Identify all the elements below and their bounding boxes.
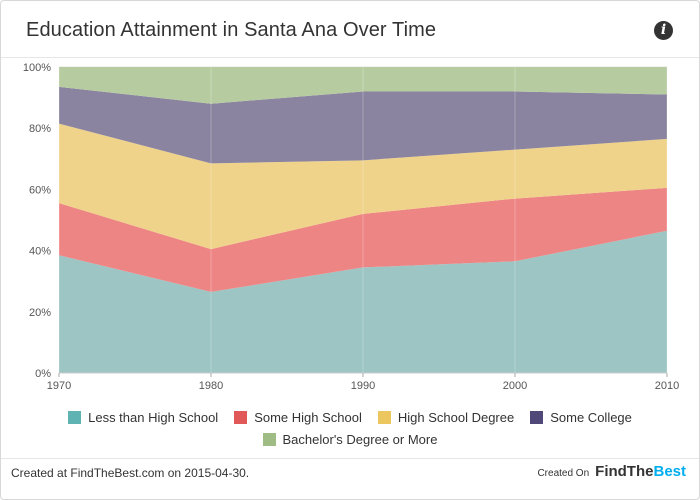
area-series-3	[59, 123, 667, 250]
legend-item[interactable]: Some College	[530, 410, 632, 425]
stacked-area-chart: 0% 20% 40% 60% 80% 100% 1970 1980 1990 2000 2010	[23, 62, 679, 392]
legend-swatch	[68, 410, 82, 424]
chart-legend: Less than High School Some High School Hig…	[0, 406, 700, 450]
legend-item[interactable]: Some High School	[234, 410, 362, 425]
findthebest-logo-find: FindThe	[595, 463, 654, 480]
legend-label: Bachelor's Degree or More	[282, 431, 438, 447]
legend-item[interactable]: Less than High School	[68, 410, 218, 425]
info-icon[interactable]: i	[654, 21, 673, 40]
legend-label: Some High School	[254, 409, 362, 425]
area-series-5	[59, 67, 667, 104]
x-tick-label: 1980	[199, 380, 223, 392]
created-on-label: Created On	[537, 468, 590, 479]
y-tick-label: 60%	[29, 184, 51, 196]
chart-title: Education Attainment in Santa Ana Over T…	[26, 19, 437, 41]
legend-label: Some College	[550, 409, 632, 425]
legend-label: Less than High School	[88, 409, 219, 425]
area-series-1	[59, 230, 667, 373]
area-series-4	[59, 86, 667, 164]
legend-row: Less than High School Some High School Hig…	[0, 406, 700, 428]
legend-item[interactable]: High School Degree	[377, 409, 515, 425]
findthebest-logo-best: Best	[653, 463, 686, 480]
y-tick-label: 100%	[23, 62, 51, 74]
y-tick-label: 40%	[29, 246, 51, 258]
x-tick-label: 2000	[503, 380, 527, 392]
area-series-2	[59, 187, 667, 292]
x-tick-label: 1990	[351, 380, 375, 392]
legend-swatch	[530, 410, 544, 424]
legend-swatch	[234, 410, 248, 424]
legend-row: Bachelor's Degree or More	[0, 428, 700, 450]
brand-footer[interactable]: Created On FindThe Best	[537, 463, 686, 480]
legend-item[interactable]: Bachelor's Degree or More	[262, 431, 438, 447]
legend-swatch	[262, 432, 276, 446]
legend-swatch	[377, 410, 391, 424]
footer-divider	[1, 458, 699, 459]
created-at-text: Created at FindTheBest.com on 2015-04-30…	[11, 466, 250, 480]
title-divider	[1, 57, 699, 58]
y-tick-label: 0%	[35, 368, 51, 380]
legend-label: High School Degree	[397, 409, 515, 425]
x-tick-label: 1970	[47, 380, 71, 392]
y-tick-label: 20%	[29, 307, 51, 319]
y-tick-label: 80%	[29, 123, 51, 135]
x-tick-label: 2010	[655, 380, 679, 392]
